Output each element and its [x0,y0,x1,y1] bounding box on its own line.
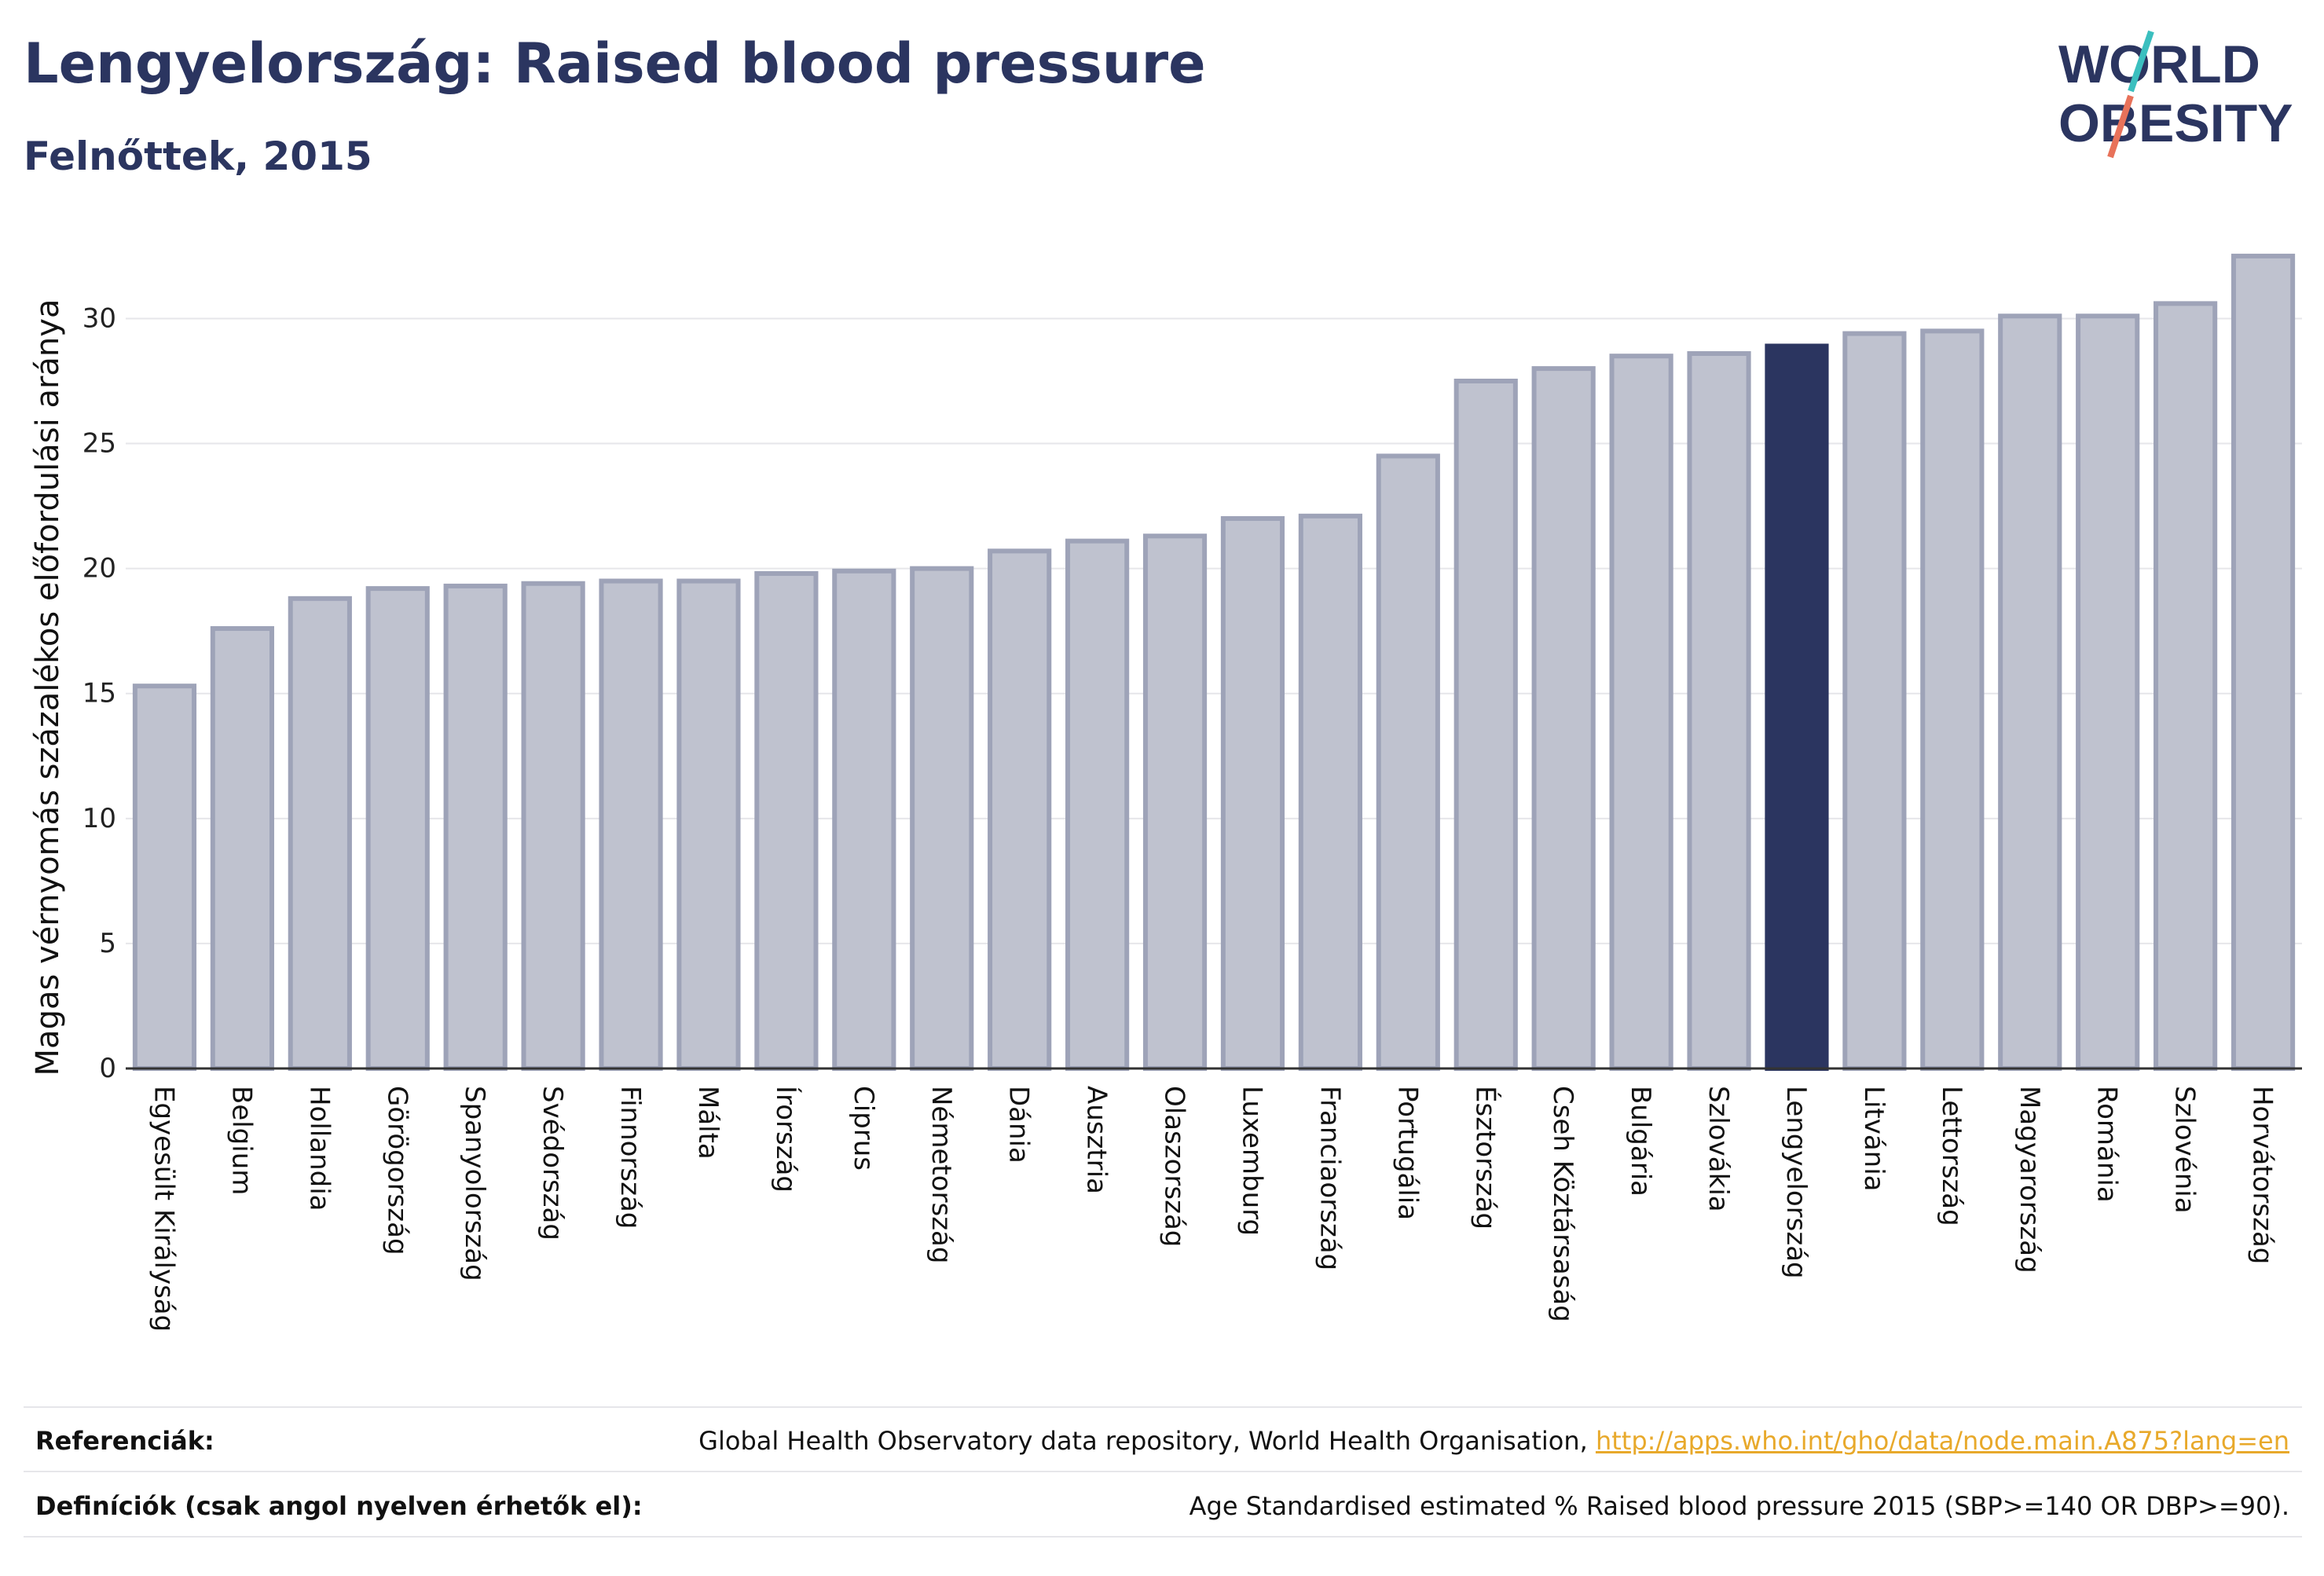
world-obesity-logo: WORLD OBESITY [2058,30,2293,159]
y-tick-label: 0 [99,1053,116,1084]
x-tick-label: Észtország [1469,1086,1501,1230]
x-tick-label: Finnország [614,1086,646,1229]
x-tick-label: Szlovákia [1703,1086,1734,1212]
bar[interactable] [132,684,197,1071]
x-tick-label: Franciaország [1314,1086,1345,1270]
bar[interactable] [1065,538,1130,1071]
bar[interactable] [676,578,741,1071]
y-tick-label: 20 [82,553,116,585]
bar[interactable] [1842,331,1907,1071]
x-tick-label: Szlovénia [2169,1086,2201,1214]
y-tick-label: 25 [82,428,116,460]
bar[interactable] [754,571,819,1071]
bar[interactable] [210,626,274,1071]
y-axis-title: Magas vérnyomás százalékos előfordulási … [30,299,66,1076]
x-tick-label: Málta [692,1086,724,1160]
definitions-label: Definíciók (csak angol nyelven érhetők e… [35,1491,643,1521]
x-tick-label: Lettország [1936,1086,1967,1226]
x-tick-label: Spanyolország [459,1086,490,1281]
bar[interactable] [1531,366,1596,1072]
bar[interactable] [1376,453,1440,1071]
y-tick-label: 15 [82,678,116,709]
bar[interactable] [832,568,896,1071]
bar[interactable] [2076,313,2140,1072]
chart-subtitle: Felnőttek, 2015 [24,134,372,179]
references-link[interactable]: http://apps.who.int/gho/data/node.main.A… [1595,1426,2289,1456]
x-tick-label: Belgium [225,1086,257,1195]
x-tick-label: Lengyelország [1780,1086,1812,1279]
logo-line-1: WORLD [2058,35,2260,94]
bar[interactable] [1142,533,1208,1071]
bar[interactable] [599,578,663,1071]
bar[interactable] [2154,301,2218,1071]
x-tick-label: Dánia [1003,1086,1035,1164]
bar[interactable] [521,581,585,1071]
bar[interactable] [1220,516,1285,1071]
references-text: Global Health Observatory data repositor… [698,1426,1596,1456]
references-value: Global Health Observatory data repositor… [698,1426,2289,1456]
x-tick-label: Hollandia [303,1086,335,1211]
y-tick-label: 30 [82,302,116,334]
x-tick-label: Bulgária [1625,1086,1656,1197]
logo-line-2: OBESITY [2058,93,2293,153]
footer-divider-middle [24,1471,2302,1472]
x-tick-label: Svédország [537,1086,568,1241]
bar[interactable] [1687,351,1751,1071]
x-tick-label: Portugália [1391,1086,1423,1220]
logo-slash-teal [2128,30,2154,93]
bar[interactable] [2231,253,2296,1072]
y-tick-label: 5 [99,928,116,959]
bar[interactable] [1609,354,1673,1071]
x-tick-label: Ciprus [848,1086,879,1171]
footer-divider-top [24,1406,2302,1408]
bar-highlighted[interactable] [1765,343,1829,1072]
bar[interactable] [910,566,974,1071]
bar[interactable] [365,586,430,1071]
bar[interactable] [1998,313,2062,1072]
x-tick-label: Cseh Köztársaság [1547,1086,1578,1322]
y-tick-label: 10 [82,803,116,834]
bar[interactable] [988,548,1052,1071]
tick-labels: 0 5 10 15 20 25 30 Egyesült Királyság Belgium Hol… [30,299,2278,1332]
x-tick-label: Ausztria [1081,1086,1113,1194]
bar-chart: 0 5 10 15 20 25 30 Egyesült Királyság Belgium Hol… [30,253,2302,1332]
x-tick-label: Írország [770,1086,802,1193]
x-tick-label: Horvátország [2247,1086,2278,1264]
x-tick-label: Luxemburg [1236,1086,1267,1236]
bar[interactable] [288,596,352,1071]
bars [132,253,2296,1072]
x-tick-label: Litvánia [1858,1086,1890,1192]
x-tick-label: Románia [2091,1086,2123,1203]
bar[interactable] [443,583,508,1071]
x-tick-label: Olaszország [1159,1086,1190,1247]
x-tick-label: Németország [926,1086,957,1263]
references-label: Referenciák: [35,1426,214,1456]
logo-slash-coral [2107,94,2134,159]
x-tick-label: Görögország [381,1086,412,1255]
x-tick-label: Magyarország [2014,1086,2045,1274]
bar[interactable] [1453,379,1518,1071]
chart-title: Lengyelország: Raised blood pressure [24,31,1206,96]
bar[interactable] [1298,513,1362,1071]
definitions-value: Age Standardised estimated % Raised bloo… [1189,1491,2289,1521]
bar[interactable] [1920,328,1985,1071]
footer-divider-bottom [24,1536,2302,1538]
x-tick-label: Egyesült Királyság [148,1086,179,1332]
